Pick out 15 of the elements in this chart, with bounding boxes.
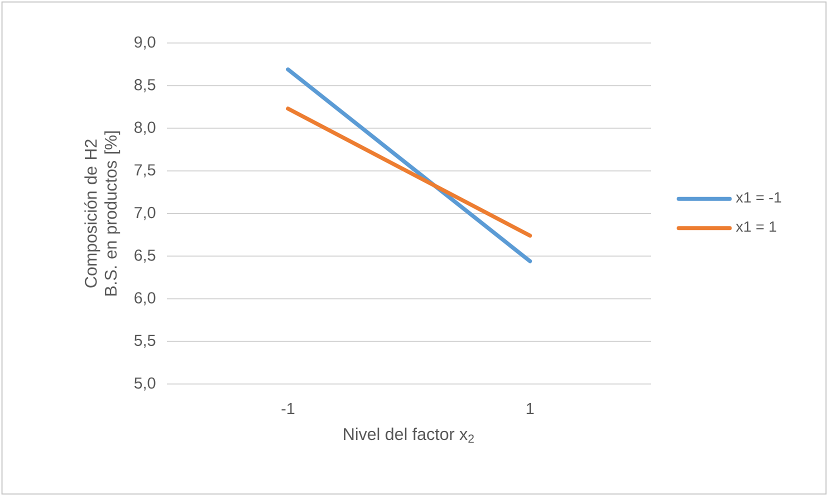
y-tick-label: 7,0	[134, 206, 156, 220]
y-tick-label: 5,0	[134, 377, 156, 391]
legend-label: x1 = 1	[736, 221, 776, 232]
x-tick-label: -1	[282, 403, 294, 414]
x-tick-label: 1	[526, 403, 534, 414]
y-axis-title: Composición de H2 B.S. en productos [%]	[84, 131, 120, 296]
x-axis-title: Nivel del factor x$_{2}$	[344, 428, 474, 443]
y-tick-label: 7,5	[134, 164, 156, 178]
y-tick-label: 9,0	[134, 36, 156, 50]
y-tick-label: 8,5	[134, 79, 156, 92]
y-tick-label: 8,0	[134, 122, 156, 135]
legend-label: x1 = -1	[736, 192, 782, 203]
y-tick-label: 6,5	[134, 250, 156, 263]
y-tick-label: 5,5	[134, 334, 156, 348]
y-tick-label: 6,0	[134, 292, 156, 306]
